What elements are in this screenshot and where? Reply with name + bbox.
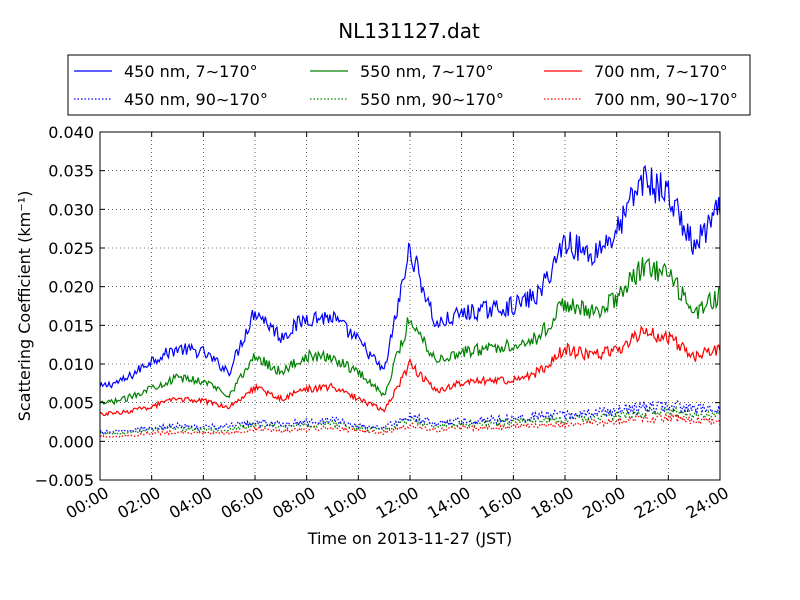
y-tick-label: −0.005 bbox=[35, 471, 94, 490]
legend-box bbox=[67, 54, 751, 116]
y-tick-label: 0.035 bbox=[48, 162, 94, 181]
legend-label: 550 nm, 7∼170° bbox=[360, 62, 494, 81]
series-line-700-nm-90-170- bbox=[99, 412, 721, 439]
legend-label: 700 nm, 7∼170° bbox=[594, 62, 728, 81]
series-line-550-nm-7-170- bbox=[99, 257, 721, 406]
y-tick-label: 0.040 bbox=[48, 123, 94, 142]
legend-label: 700 nm, 90∼170° bbox=[594, 90, 738, 109]
legend-label: 450 nm, 90∼170° bbox=[124, 90, 268, 109]
gridlines bbox=[100, 132, 720, 480]
series-line-450-nm-7-170- bbox=[99, 164, 721, 389]
y-tick-label: 0.000 bbox=[48, 432, 94, 451]
y-tick-label: 0.005 bbox=[48, 394, 94, 413]
y-axis-label: Scattering Coefficient (km⁻¹) bbox=[15, 191, 34, 422]
x-axis-label: Time on 2013-11-27 (JST) bbox=[307, 529, 512, 548]
y-tick-label: 0.020 bbox=[48, 278, 94, 297]
y-tick-label: 0.010 bbox=[48, 355, 94, 374]
chart-title: NL131127.dat bbox=[338, 19, 480, 43]
legend-label: 450 nm, 7∼170° bbox=[124, 62, 258, 81]
axis-ticks bbox=[99, 131, 721, 481]
y-tick-label: 0.025 bbox=[48, 239, 94, 258]
y-axis-tick-labels: −0.005 0.000 0.005 0.010 0.015 0.020 0.025 0.03… bbox=[35, 123, 94, 490]
y-tick-label: 0.030 bbox=[48, 200, 94, 219]
plot-series bbox=[99, 164, 721, 439]
series-line-450-nm-90-170- bbox=[99, 399, 721, 435]
series-line-700-nm-7-170- bbox=[99, 325, 721, 417]
legend-label: 550 nm, 90∼170° bbox=[360, 90, 504, 109]
legend-items: 450 nm, 7∼170° 550 nm, 7∼170° 700 nm, 7∼17… bbox=[74, 62, 738, 109]
y-tick-label: 0.015 bbox=[48, 316, 94, 335]
legend: 450 nm, 7∼170° 550 nm, 7∼170° 700 nm, 7∼17… bbox=[67, 54, 751, 116]
series-line-550-nm-90-170- bbox=[99, 405, 721, 437]
